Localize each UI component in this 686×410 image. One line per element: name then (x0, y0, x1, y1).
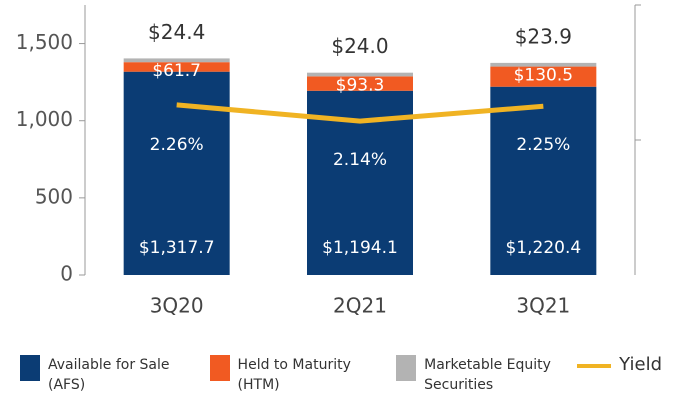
bar-segment (490, 86, 597, 275)
x-tick-label: 2Q21 (333, 294, 387, 318)
chart: 0 500 1,000 1,500 $1,317.7 $1,194.1 $1,220.4 $6… (16, 4, 641, 318)
y-tick-label: 500 (35, 184, 73, 208)
bar-label: $24.4 (148, 20, 205, 44)
legend-label: Available for Sale (AFS) (48, 357, 170, 393)
bar-label: $130.5 (514, 66, 573, 86)
bar-segment (123, 58, 230, 63)
legend-swatch (577, 364, 612, 368)
legend-label: Held to Maturity (HTM) (237, 357, 351, 393)
yield-label: 2.25% (516, 135, 570, 155)
bar-label: $1,194.1 (322, 238, 398, 258)
legend-swatch (20, 355, 40, 381)
legend-item: Held to Maturity (HTM) (209, 355, 379, 395)
bar-label: $24.0 (331, 34, 388, 58)
y-tick-label: 1,500 (16, 30, 73, 54)
bar-segment (307, 72, 413, 77)
y-tick-label: 0 (60, 262, 73, 286)
legend-item: Available for Sale (AFS) (20, 355, 192, 395)
bar-label: $61.7 (152, 61, 201, 81)
legend-item: Marketable Equity Securities (396, 355, 559, 395)
legend-label: Marketable Equity Securities (424, 357, 551, 393)
yield-label: 2.14% (333, 150, 387, 170)
legend-label: Yield (619, 354, 662, 375)
y-tick-label: 1,000 (16, 107, 73, 131)
legend: Available for Sale (AFS) Held to Maturity… (20, 355, 680, 395)
legend-swatch (396, 355, 417, 381)
bar-segment (123, 62, 230, 72)
bar-segment (490, 66, 597, 87)
bar-label: $23.9 (515, 24, 572, 48)
x-tick-label: 3Q21 (516, 294, 570, 318)
bar-segment (307, 76, 413, 91)
bar-label: $1,317.7 (139, 238, 215, 258)
yield-line (176, 102, 544, 124)
legend-swatch (209, 355, 230, 381)
bar-segment (490, 62, 597, 67)
legend-item: Yield (577, 355, 662, 375)
yield-label: 2.26% (150, 135, 204, 155)
bar-label: $1,220.4 (505, 238, 581, 258)
bar-label: $93.3 (336, 75, 385, 95)
x-tick-label: 3Q20 (150, 294, 204, 318)
